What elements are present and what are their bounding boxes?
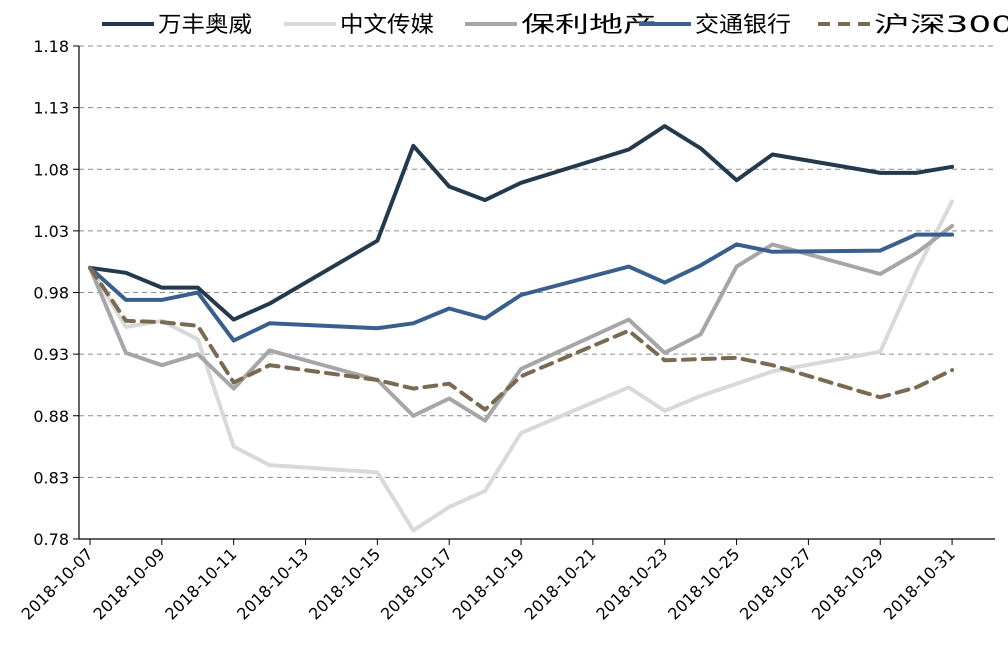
x-tick-label: 2018-10-17 bbox=[377, 544, 456, 623]
y-tick-label: 0.78 bbox=[33, 530, 69, 549]
series-line bbox=[88, 124, 955, 322]
x-tick-label: 2018-10-25 bbox=[664, 544, 743, 623]
series-line bbox=[88, 199, 955, 533]
series-lines bbox=[88, 124, 955, 533]
x-tick-label: 2018-10-11 bbox=[161, 544, 240, 623]
x-tick-label: 2018-10-21 bbox=[521, 544, 600, 623]
y-tick-label: 0.98 bbox=[33, 284, 69, 303]
gridlines bbox=[79, 45, 995, 478]
series-line bbox=[88, 223, 955, 423]
y-tick-label: 0.93 bbox=[33, 345, 69, 364]
y-tick-label: 1.13 bbox=[33, 99, 69, 118]
y-tick-label: 0.88 bbox=[33, 407, 69, 426]
legend-label: 中文传媒 bbox=[340, 13, 434, 38]
y-tick-label: 1.03 bbox=[33, 222, 69, 241]
x-tick-label: 2018-10-29 bbox=[808, 544, 887, 623]
y-tick-label: 1.18 bbox=[33, 37, 69, 56]
y-axis-ticks: 0.78 0.83 0.88 0.93 0.98 1.03 1.08 1.13 1.18 bbox=[33, 37, 79, 549]
x-tick-label: 2018-10-09 bbox=[89, 544, 168, 623]
x-tick-label: 2018-10-15 bbox=[305, 544, 384, 623]
x-tick-label: 2018-10-31 bbox=[880, 544, 959, 623]
legend-label: 沪深300 bbox=[874, 13, 1008, 38]
x-tick-label: 2018-10-27 bbox=[736, 544, 815, 623]
series-line bbox=[88, 232, 955, 343]
x-tick-label: 2018-10-13 bbox=[233, 544, 312, 623]
legend-label: 交通银行 bbox=[695, 13, 791, 38]
x-axis-ticks: 2018-10-072018-10-092018-10-112018-10-13… bbox=[18, 539, 959, 624]
x-tick-label: 2018-10-23 bbox=[592, 544, 671, 623]
legend-label: 万丰奥威 bbox=[158, 13, 252, 38]
x-tick-label: 2018-10-19 bbox=[449, 544, 528, 623]
y-tick-label: 1.08 bbox=[33, 160, 69, 179]
y-tick-label: 0.83 bbox=[33, 468, 69, 487]
legend: 万丰奥威 中文传媒 保利地产 交通银行 沪深300 bbox=[102, 13, 1008, 38]
legend-label: 保利地产 bbox=[521, 13, 657, 38]
series-line bbox=[88, 265, 955, 412]
x-tick-label: 2018-10-07 bbox=[18, 544, 97, 623]
